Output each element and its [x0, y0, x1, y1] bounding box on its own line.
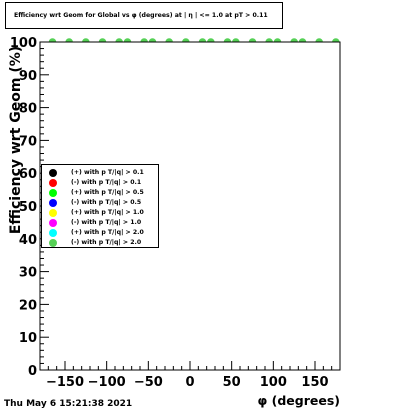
y-tick-label: 50 — [19, 200, 37, 215]
x-tick-label: −100 — [88, 375, 126, 390]
legend-label: (+) with p T/|q| > 0.5 — [71, 189, 144, 196]
y-tick-label: 40 — [19, 233, 37, 248]
legend-entry: (-) with p T/|q| > 2.0 — [42, 238, 160, 248]
x-tick-label: −150 — [46, 375, 84, 390]
x-tick-label: 50 — [223, 375, 241, 390]
y-tick-label: 30 — [19, 266, 37, 281]
legend-entry: (+) with p T/|q| > 2.0 — [42, 228, 160, 238]
x-tick-label: 100 — [260, 375, 287, 390]
legend-label: (+) with p T/|q| > 2.0 — [71, 229, 144, 236]
legend: (+) with p T/|q| > 0.1 (-) with p T/|q| >… — [41, 164, 159, 248]
timestamp: Thu May 6 15:21:38 2021 — [4, 399, 133, 409]
legend-entry: (-) with p T/|q| > 0.1 — [42, 178, 160, 188]
legend-entry: (-) with p T/|q| > 0.5 — [42, 198, 160, 208]
y-axis-label: Efficiency wrt Geom (%) — [8, 46, 24, 234]
legend-entry: (+) with p T/|q| > 1.0 — [42, 208, 160, 218]
y-tick-label: 0 — [28, 364, 37, 379]
legend-entry: (+) with p T/|q| > 0.1 — [42, 168, 160, 178]
legend-marker — [49, 169, 57, 177]
x-tick-label: 150 — [301, 375, 328, 390]
chart-title: Efficiency wrt Geom for Global vs φ (deg… — [14, 12, 268, 19]
legend-marker — [49, 229, 57, 237]
legend-entry: (-) with p T/|q| > 1.0 — [42, 218, 160, 228]
title-box: Efficiency wrt Geom for Global vs φ (deg… — [5, 2, 283, 29]
legend-marker — [49, 179, 57, 187]
y-tick-label: 60 — [19, 167, 37, 182]
x-tick-label: −50 — [134, 375, 163, 390]
y-tick-label: 90 — [19, 69, 37, 84]
legend-label: (+) with p T/|q| > 0.1 — [71, 169, 144, 176]
y-tick-label: 100 — [10, 36, 37, 51]
legend-marker — [49, 199, 57, 207]
y-tick-label: 80 — [19, 102, 37, 117]
x-axis-label: φ (degrees) — [258, 393, 341, 408]
y-tick-label: 20 — [19, 298, 37, 313]
x-tick-label: 0 — [185, 375, 194, 390]
legend-label: (-) with p T/|q| > 2.0 — [71, 239, 142, 246]
y-tick-label: 70 — [19, 134, 37, 149]
legend-marker — [49, 209, 57, 217]
legend-marker — [49, 239, 57, 247]
legend-marker — [49, 189, 57, 197]
legend-label: (-) with p T/|q| > 1.0 — [71, 219, 142, 226]
y-tick-label: 10 — [19, 331, 37, 346]
legend-entry: (+) with p T/|q| > 0.5 — [42, 188, 160, 198]
legend-marker — [49, 219, 57, 227]
legend-label: (-) with p T/|q| > 0.1 — [71, 179, 142, 186]
legend-label: (+) with p T/|q| > 1.0 — [71, 209, 144, 216]
legend-label: (-) with p T/|q| > 0.5 — [71, 199, 142, 206]
